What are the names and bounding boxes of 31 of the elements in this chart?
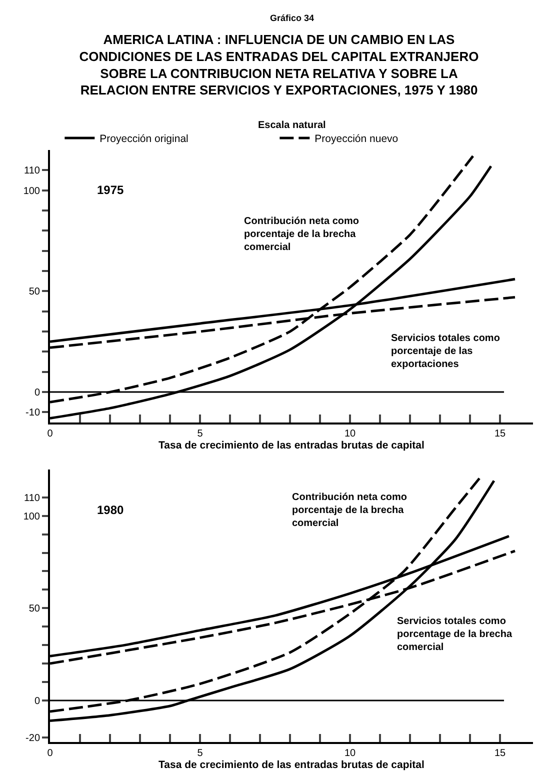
y-tick-label: 110 [24,492,40,504]
legend-label: Proyección original [100,133,188,146]
x-tick-label: 15 [494,748,506,759]
x-axis-title: Tasa de crecimiento de las entradas brutas de capital [158,759,425,771]
annotation: Servicios totales como porcentaje de las exportaciones [391,333,500,370]
x-tick-label: 5 [197,748,204,759]
annotation: 1980 [97,503,124,517]
y-tick-label: -20 [26,732,40,744]
chart-subtitle: Escala natural [258,120,326,131]
x-tick-label: 15 [494,428,506,440]
annotation: Servicios totales como porcentage de la brecha comercial [397,616,512,653]
annotation: Contribución neta como porcentaje de la brecha comercial [292,492,407,529]
y-tick-label: 50 [28,604,40,615]
y-tick-label: -10 [26,408,40,419]
y-tick-label: 100 [23,511,40,522]
x-tick-label: 10 [344,748,356,759]
annotation: 1975 [97,183,124,197]
legend-label: Proyección nuevo [314,133,398,146]
x-tick-label: 0 [47,428,54,440]
x-tick-label: 0 [47,748,54,759]
chart-title: AMERICA LATINA : INFLUENCIA DE UN CAMBIO EN LAS CONDICIONES DE LAS ENTRADAS DEL CAPITAL EXTRANJERO SOBRE LA CONTRIBUCION NETA RELATIVA Y SOBRE LA RELACION ENTRE SERVICIOS Y EXPORTACIONES, 1975 Y 1980 [79,32,479,98]
x-tick-label: 5 [197,428,204,440]
y-tick-label: 0 [34,388,40,399]
y-tick-label: 50 [28,286,40,298]
annotation: Contribución neta como porcentaje de la brecha comercial [244,216,359,253]
text: Gráfico 34 [270,13,314,23]
x-tick-label: 10 [344,428,356,440]
y-tick-label: 100 [23,186,40,197]
x-axis-title: Tasa de crecimiento de las entradas brutas de capital [158,439,425,452]
y-tick-label: 110 [24,166,40,177]
y-tick-label: 0 [34,696,40,707]
